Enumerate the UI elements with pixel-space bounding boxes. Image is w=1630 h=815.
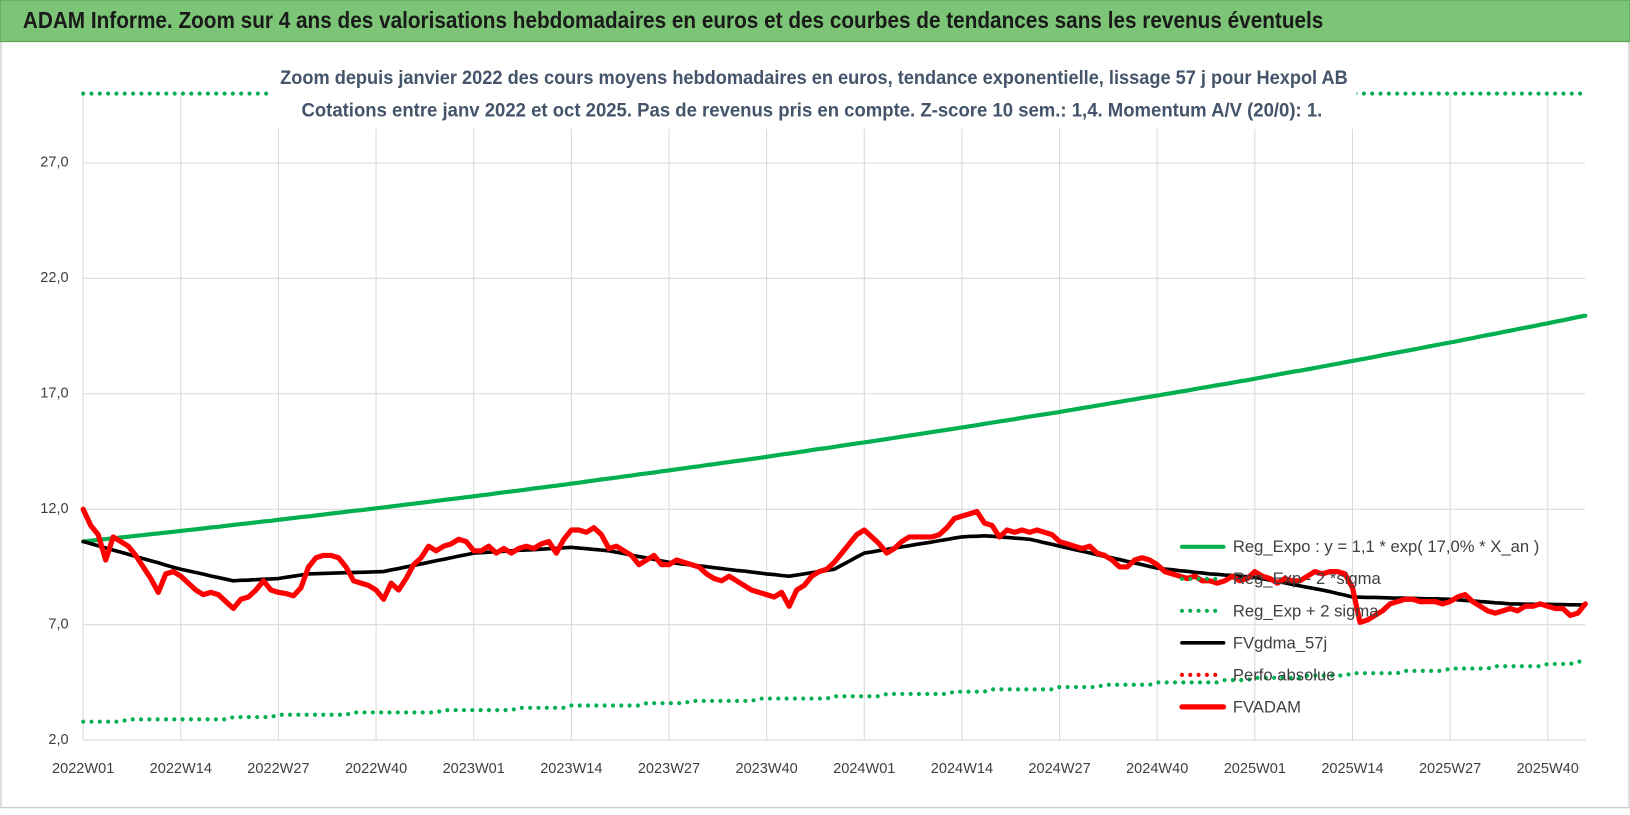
x-tick-label: 2023W40 <box>735 761 797 777</box>
x-tick-label: 2023W01 <box>443 761 505 777</box>
series-line <box>80 506 1588 625</box>
y-tick-label: 17,0 <box>40 386 68 402</box>
x-tick-label: 2024W01 <box>833 761 895 777</box>
x-tick-label: 2025W01 <box>1224 761 1286 777</box>
legend-label: Reg_Exp + 2 sigma <box>1233 601 1379 620</box>
y-tick-label: 22,0 <box>40 270 68 286</box>
x-tick-label: 2022W40 <box>345 761 407 777</box>
chart-title: Zoom depuis janvier 2022 des cours moyen… <box>280 67 1348 89</box>
header-bar <box>0 0 1630 43</box>
legend-label: Perfo absolue <box>1233 665 1336 684</box>
series-line <box>81 533 1588 607</box>
chart-frame <box>0 41 1630 809</box>
legend-label: Reg_Expo : y = 1,1 * exp( 17,0% * X_an ) <box>1233 537 1539 556</box>
series-line <box>81 313 1588 544</box>
x-tick-label: 2022W14 <box>150 761 212 777</box>
x-tick-label: 2025W14 <box>1321 761 1383 777</box>
header-title: ADAM Informe. Zoom sur 4 ans des valoris… <box>23 7 1323 33</box>
y-tick-label: 2,0 <box>48 732 68 748</box>
y-tick-label: 27,0 <box>40 155 68 171</box>
legend-label: FVADAM <box>1233 697 1301 716</box>
legend-label: FVgdma_57j <box>1233 633 1327 652</box>
x-tick-label: 2023W14 <box>540 761 602 777</box>
y-tick-label: 12,0 <box>40 501 68 517</box>
legend-label: Reg_Exp - 2 *sigma <box>1233 569 1382 588</box>
x-tick-label: 2024W14 <box>931 761 993 777</box>
y-tick-label: 7,0 <box>48 617 68 633</box>
x-tick-label: 2022W27 <box>247 761 309 777</box>
x-tick-label: 2023W27 <box>638 761 700 777</box>
x-tick-label: 2024W27 <box>1028 761 1090 777</box>
x-tick-label: 2025W27 <box>1419 761 1481 777</box>
x-tick-label: 2024W40 <box>1126 761 1188 777</box>
x-tick-label: 2022W01 <box>52 761 114 777</box>
chart-subtitle: Cotations entre janv 2022 et oct 2025. P… <box>301 99 1322 121</box>
title-background <box>272 60 1357 129</box>
series-line <box>81 659 1588 724</box>
x-tick-label: 2025W40 <box>1517 761 1579 777</box>
